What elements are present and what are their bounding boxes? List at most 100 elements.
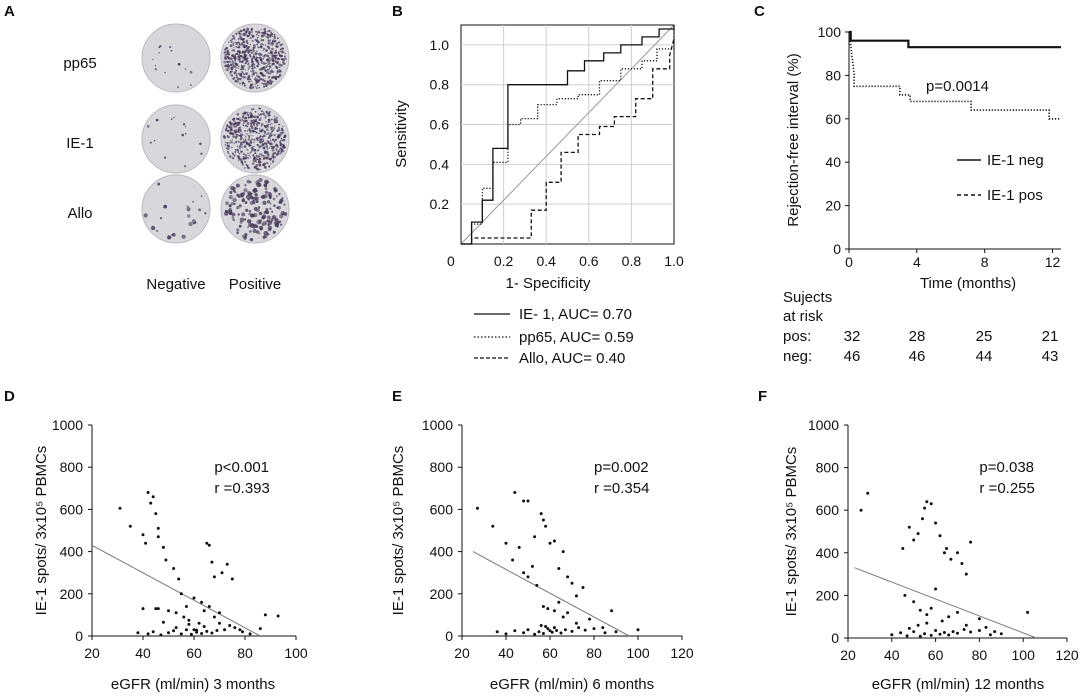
scatter-d-point [228, 624, 232, 627]
scatter-d-point [182, 615, 186, 619]
spot [251, 148, 255, 151]
spot [269, 207, 272, 211]
scatter-d-point [248, 632, 252, 636]
spot [268, 29, 270, 32]
spot [239, 56, 241, 58]
spot [244, 111, 246, 113]
spot [253, 156, 256, 160]
spot [279, 66, 281, 68]
spot [225, 68, 229, 72]
spot [234, 62, 237, 65]
scatter-f-point [942, 631, 946, 634]
scatter-e-point [517, 545, 521, 549]
scatter-e-point [546, 627, 550, 631]
spot [236, 124, 239, 127]
spot [239, 82, 241, 85]
spot [229, 57, 231, 59]
spot [271, 130, 273, 133]
scatter-e-point [522, 499, 526, 503]
scatter-d-point [141, 533, 145, 537]
spot [171, 233, 174, 237]
spot [243, 112, 247, 115]
scatter-d-point [189, 632, 193, 636]
panel-a-letter: A [4, 3, 15, 20]
spot [233, 202, 236, 206]
scatter-e-y-tick: 400 [430, 544, 454, 560]
scatter-d-point [156, 607, 160, 611]
scatter-f-point [964, 623, 968, 627]
spot [232, 37, 236, 40]
spot [271, 41, 274, 45]
scatter-d-point [144, 541, 148, 545]
scatter-e-point [475, 506, 479, 510]
spot [233, 47, 235, 49]
spot [232, 34, 235, 38]
scatter-d-point [179, 592, 183, 596]
scatter-d-point [156, 526, 160, 530]
spot [269, 82, 273, 85]
spot [258, 232, 261, 235]
spot [244, 57, 246, 59]
spot [272, 138, 275, 141]
spot [276, 66, 279, 69]
spot [265, 49, 268, 52]
spot [242, 38, 245, 41]
spot [229, 39, 232, 42]
spot [268, 75, 271, 78]
spot [263, 142, 266, 145]
spot [177, 86, 180, 89]
scatter-f-point [916, 532, 920, 536]
spot [241, 163, 244, 165]
spot [270, 51, 273, 54]
spot [259, 130, 261, 132]
scatter-e-point [574, 594, 578, 598]
spot [267, 200, 271, 204]
scatter-e-x-tick: 20 [454, 645, 470, 661]
spot [266, 32, 268, 35]
spot [251, 67, 254, 70]
risk-neg-4: 46 [909, 348, 926, 365]
spot [267, 129, 269, 132]
spot [245, 156, 248, 160]
spot [275, 119, 279, 122]
spot [264, 44, 267, 46]
spot [177, 62, 181, 66]
roc-x-label: 1- Specificity [505, 275, 591, 292]
spot [225, 46, 228, 50]
spot [268, 52, 271, 55]
spot [257, 41, 259, 44]
spot [232, 42, 235, 45]
spot [284, 135, 286, 138]
spot [247, 152, 249, 155]
spot [245, 194, 250, 199]
scatter-f-point [1026, 610, 1030, 614]
km-y-label: Rejection-free interval (%) [785, 53, 802, 226]
spot [283, 143, 285, 146]
scatter-d-point [210, 560, 214, 564]
spot [233, 154, 236, 156]
spot [280, 150, 283, 152]
spot [258, 114, 261, 116]
spot [269, 79, 272, 82]
scatter-e-point [574, 621, 578, 625]
spot [252, 196, 257, 202]
col-label-negative: Negative [146, 276, 205, 293]
spot [239, 77, 241, 80]
scatter-f-p-value: p=0.038 [979, 459, 1034, 476]
spot [245, 87, 248, 89]
spot [273, 54, 277, 58]
spot [238, 43, 241, 46]
spot [246, 50, 248, 52]
spot [249, 140, 252, 143]
spot [258, 211, 263, 216]
spot [236, 148, 240, 152]
scatter-e-point [491, 524, 495, 528]
spot [227, 41, 230, 43]
spot [242, 43, 245, 47]
scatter-d-point [230, 577, 234, 581]
spot [236, 72, 238, 74]
spot [224, 209, 229, 214]
spot [283, 203, 286, 206]
spot [254, 46, 256, 48]
spot [260, 59, 263, 62]
